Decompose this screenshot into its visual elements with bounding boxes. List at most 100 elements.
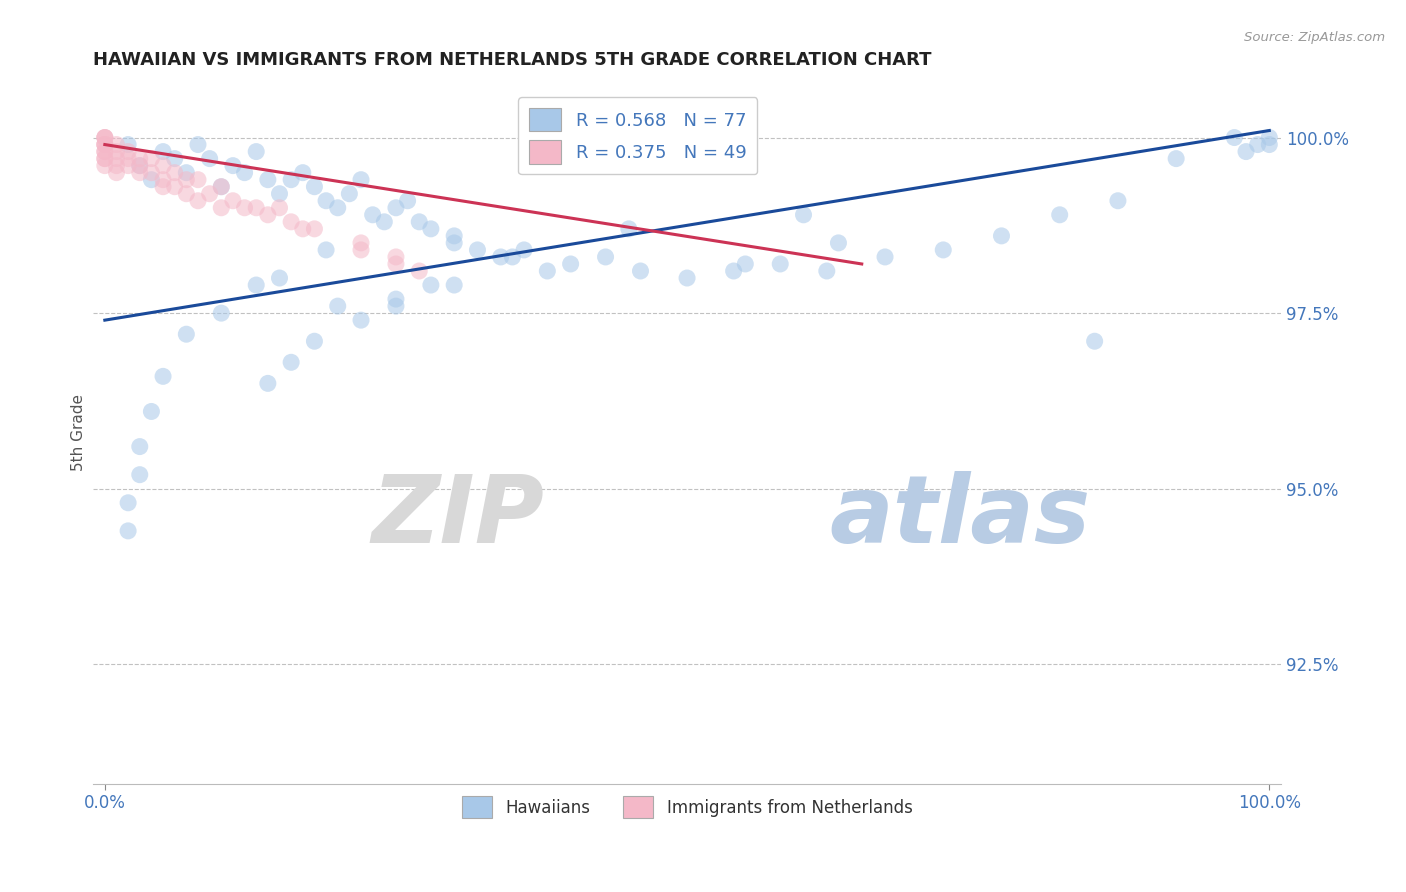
Point	[350, 172, 373, 186]
Point	[269, 271, 291, 285]
Point	[1084, 334, 1107, 349]
Point	[245, 145, 267, 159]
Point	[222, 159, 245, 173]
Legend: Hawaiians, Immigrants from Netherlands: Hawaiians, Immigrants from Netherlands	[456, 789, 920, 824]
Point	[94, 130, 117, 145]
Point	[128, 166, 150, 180]
Point	[1234, 145, 1257, 159]
Point	[176, 186, 198, 201]
Point	[617, 222, 640, 236]
Point	[1258, 130, 1281, 145]
Point	[128, 159, 150, 173]
Text: HAWAIIAN VS IMMIGRANTS FROM NETHERLANDS 5TH GRADE CORRELATION CHART: HAWAIIAN VS IMMIGRANTS FROM NETHERLANDS …	[93, 51, 932, 69]
Point	[152, 145, 174, 159]
Point	[245, 278, 267, 293]
Point	[152, 159, 174, 173]
Point	[105, 159, 128, 173]
Point	[94, 159, 117, 173]
Point	[105, 145, 128, 159]
Point	[1258, 137, 1281, 152]
Point	[280, 172, 302, 186]
Point	[94, 137, 117, 152]
Point	[105, 166, 128, 180]
Point	[315, 243, 337, 257]
Point	[734, 257, 756, 271]
Text: ZIP: ZIP	[371, 471, 544, 563]
Point	[152, 179, 174, 194]
Point	[163, 179, 186, 194]
Point	[94, 137, 117, 152]
Point	[350, 313, 373, 327]
Point	[489, 250, 512, 264]
Point	[1049, 208, 1071, 222]
Point	[117, 159, 139, 173]
Point	[141, 152, 163, 166]
Point	[385, 257, 408, 271]
Point	[245, 201, 267, 215]
Point	[501, 250, 523, 264]
Point	[385, 299, 408, 313]
Point	[105, 152, 128, 166]
Point	[1107, 194, 1129, 208]
Point	[815, 264, 838, 278]
Point	[396, 194, 419, 208]
Point	[291, 166, 314, 180]
Point	[141, 172, 163, 186]
Point	[187, 172, 209, 186]
Point	[723, 264, 745, 278]
Point	[408, 215, 430, 229]
Point	[152, 369, 174, 384]
Point	[595, 250, 617, 264]
Point	[280, 355, 302, 369]
Point	[1166, 152, 1188, 166]
Point	[419, 222, 441, 236]
Point	[337, 186, 360, 201]
Point	[419, 278, 441, 293]
Point	[304, 334, 326, 349]
Point	[128, 467, 150, 482]
Point	[209, 179, 232, 194]
Point	[105, 137, 128, 152]
Point	[117, 524, 139, 538]
Point	[128, 440, 150, 454]
Point	[280, 215, 302, 229]
Point	[198, 186, 221, 201]
Point	[315, 194, 337, 208]
Point	[350, 235, 373, 250]
Point	[1223, 130, 1246, 145]
Point	[304, 179, 326, 194]
Point	[141, 404, 163, 418]
Point	[198, 152, 221, 166]
Point	[443, 235, 465, 250]
Point	[676, 271, 699, 285]
Point	[94, 152, 117, 166]
Point	[141, 166, 163, 180]
Point	[304, 222, 326, 236]
Point	[176, 327, 198, 342]
Point	[443, 228, 465, 243]
Point	[769, 257, 792, 271]
Point	[117, 496, 139, 510]
Y-axis label: 5th Grade: 5th Grade	[72, 394, 86, 471]
Point	[385, 292, 408, 306]
Point	[350, 243, 373, 257]
Point	[209, 306, 232, 320]
Point	[117, 145, 139, 159]
Point	[257, 376, 280, 391]
Point	[257, 172, 280, 186]
Point	[117, 137, 139, 152]
Point	[94, 145, 117, 159]
Point	[269, 201, 291, 215]
Point	[326, 201, 349, 215]
Point	[163, 152, 186, 166]
Point	[932, 243, 955, 257]
Point	[209, 179, 232, 194]
Point	[827, 235, 849, 250]
Point	[373, 215, 395, 229]
Point	[990, 228, 1012, 243]
Point	[94, 152, 117, 166]
Point	[1247, 137, 1270, 152]
Point	[94, 137, 117, 152]
Point	[209, 201, 232, 215]
Point	[187, 137, 209, 152]
